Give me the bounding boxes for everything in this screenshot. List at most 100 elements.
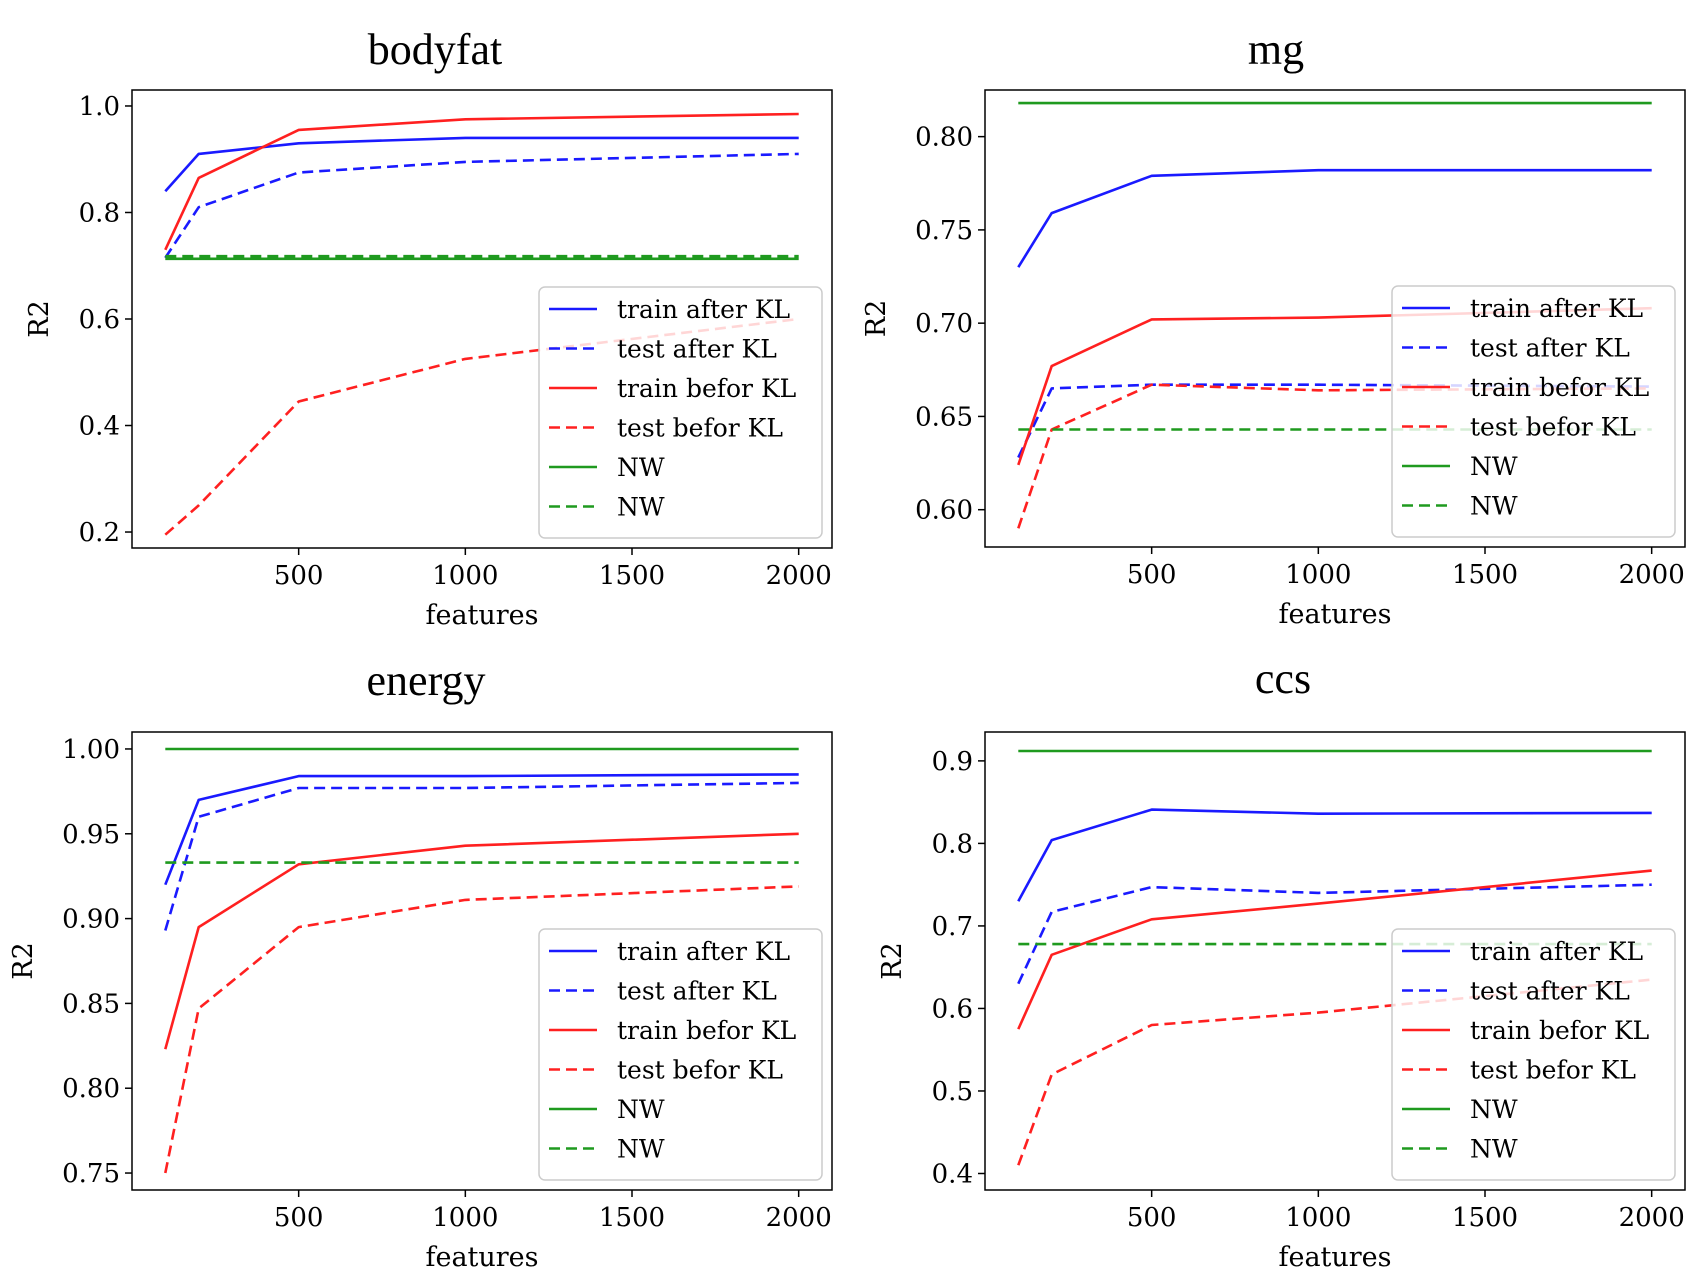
legend-label: NW (617, 1135, 665, 1164)
chart-title: ccs (1255, 654, 1311, 703)
legend-label: NW (1470, 452, 1518, 481)
chart-title: mg (1248, 25, 1304, 74)
legend-box (538, 286, 823, 539)
legend-label: test befor KL (617, 1056, 783, 1085)
legend-box (1391, 928, 1676, 1181)
y-axis-label: R2 (877, 942, 908, 980)
y-tick-label: 0.4 (79, 412, 120, 442)
legend-label: test after KL (1470, 334, 1630, 363)
y-tick-label: 0.75 (62, 1159, 120, 1189)
x-tick-label: 1000 (432, 561, 498, 591)
legend-label: train befor KL (1470, 1016, 1649, 1045)
y-tick-label: 1.00 (62, 735, 120, 765)
y-tick-label: 0.4 (932, 1159, 973, 1189)
chart-title: bodyfat (368, 25, 502, 74)
chart-panel-bodyfat: bodyfat features R2 train after KL test a… (24, 25, 833, 631)
chart-panel-ccs: ccs features R2 train after KL test after… (877, 654, 1686, 1273)
chart-panel-mg: mg features R2 train after KL test after … (861, 25, 1686, 630)
legend-label: train after KL (617, 295, 790, 324)
series-line (1017, 883, 1652, 985)
y-tick-label: 0.6 (79, 305, 120, 335)
legend-box (1391, 285, 1676, 538)
legend-label: NW (617, 493, 665, 522)
y-tick-label: 0.2 (79, 518, 120, 548)
y-tick-label: 0.95 (62, 820, 120, 850)
series-line (164, 136, 799, 193)
legend-label: test after KL (1470, 977, 1630, 1006)
legend: train after KL test after KL train befor K… (538, 286, 823, 539)
legend-label: test befor KL (617, 414, 783, 443)
y-tick-label: 0.90 (62, 905, 120, 935)
x-axis-label: features (425, 1242, 538, 1273)
legend-label: NW (617, 1095, 665, 1124)
legend-box (538, 928, 823, 1181)
y-tick-label: 0.7 (932, 912, 973, 942)
y-tick-label: 0.65 (915, 402, 973, 432)
x-tick-label: 2000 (1619, 560, 1685, 590)
x-tick-label: 500 (1127, 560, 1177, 590)
x-tick-label: 1500 (1452, 1203, 1518, 1233)
y-tick-label: 0.8 (932, 829, 973, 859)
x-axis-label: features (1278, 1242, 1391, 1273)
y-tick-label: 0.80 (62, 1074, 120, 1104)
legend: train after KL test after KL train befor K… (538, 928, 823, 1181)
axes-frame (984, 731, 1686, 1191)
y-tick-label: 0.70 (915, 309, 973, 339)
series-line (1017, 869, 1652, 1030)
series-line (1017, 808, 1652, 902)
x-tick-label: 1000 (432, 1203, 498, 1233)
y-tick-label: 0.6 (932, 994, 973, 1024)
plot-area (164, 747, 799, 1174)
legend-label: NW (1470, 492, 1518, 521)
x-tick-label: 500 (1127, 1203, 1177, 1233)
plot-area (164, 112, 799, 536)
y-tick-label: 0.9 (932, 747, 973, 777)
legend-label: train after KL (1470, 294, 1643, 323)
legend-label: NW (1470, 1135, 1518, 1164)
x-tick-label: 500 (274, 561, 324, 591)
y-tick-label: 0.8 (79, 198, 120, 228)
y-tick-label: 0.5 (932, 1077, 973, 1107)
legend: train after KL test after KL train befor K… (1391, 285, 1676, 538)
legend-label: train befor KL (617, 374, 796, 403)
x-tick-label: 1000 (1285, 560, 1351, 590)
series-line (164, 152, 799, 259)
axes-frame (131, 731, 833, 1191)
series-line (164, 317, 799, 536)
y-axis-label: R2 (24, 300, 55, 338)
y-tick-label: 0.80 (915, 123, 973, 153)
legend: train after KL test after KL train befor K… (1391, 928, 1676, 1181)
x-tick-label: 1500 (599, 561, 665, 591)
x-axis-label: features (425, 600, 538, 631)
y-tick-label: 1.0 (79, 92, 120, 122)
legend-label: NW (617, 453, 665, 482)
y-tick-label: 0.85 (62, 989, 120, 1019)
chart-panel-energy: energy features R2 train after KL test af… (8, 656, 833, 1273)
legend-label: train befor KL (1470, 373, 1649, 402)
x-tick-label: 2000 (766, 561, 832, 591)
axes-frame (984, 89, 1686, 548)
x-tick-label: 1500 (599, 1203, 665, 1233)
x-tick-label: 2000 (1619, 1203, 1685, 1233)
legend-label: test after KL (617, 335, 777, 364)
series-line (164, 832, 799, 1050)
series-line (164, 773, 799, 886)
legend-label: test after KL (617, 977, 777, 1006)
legend-label: NW (1470, 1095, 1518, 1124)
series-line (164, 885, 799, 1174)
x-tick-label: 2000 (766, 1203, 832, 1233)
chart-title: energy (367, 656, 486, 705)
x-tick-label: 1500 (1452, 560, 1518, 590)
x-tick-label: 1000 (1285, 1203, 1351, 1233)
legend-label: test befor KL (1470, 1056, 1636, 1085)
series-line (164, 781, 799, 931)
legend-label: test befor KL (1470, 413, 1636, 442)
x-axis-label: features (1278, 599, 1391, 630)
legend-label: train after KL (1470, 937, 1643, 966)
series-line (1017, 383, 1652, 529)
x-tick-label: 500 (274, 1203, 324, 1233)
legend-label: train after KL (617, 937, 790, 966)
y-axis-label: R2 (861, 300, 892, 338)
y-tick-label: 0.60 (915, 496, 973, 526)
